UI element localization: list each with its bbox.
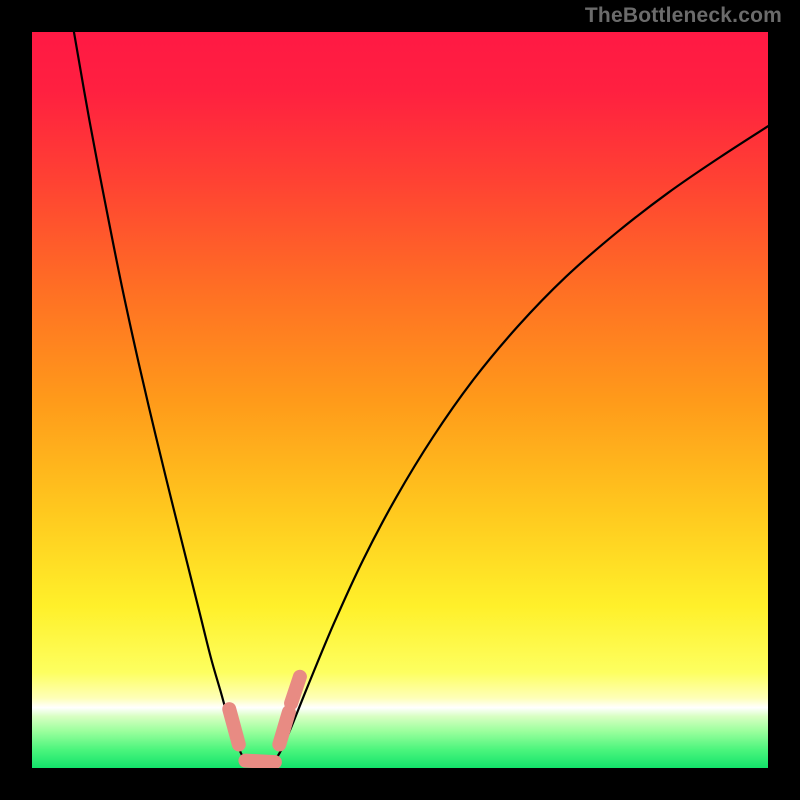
watermark-text: TheBottleneck.com [585,4,782,28]
chart-frame: TheBottleneck.com [0,0,800,800]
curve-marker-1 [245,761,274,762]
curve-marker-2 [279,712,289,744]
plot-area [32,32,768,768]
bottleneck-curve [74,32,768,765]
curve-svg [32,32,768,768]
curve-marker-0 [229,709,239,744]
curve-marker-3 [291,677,300,703]
